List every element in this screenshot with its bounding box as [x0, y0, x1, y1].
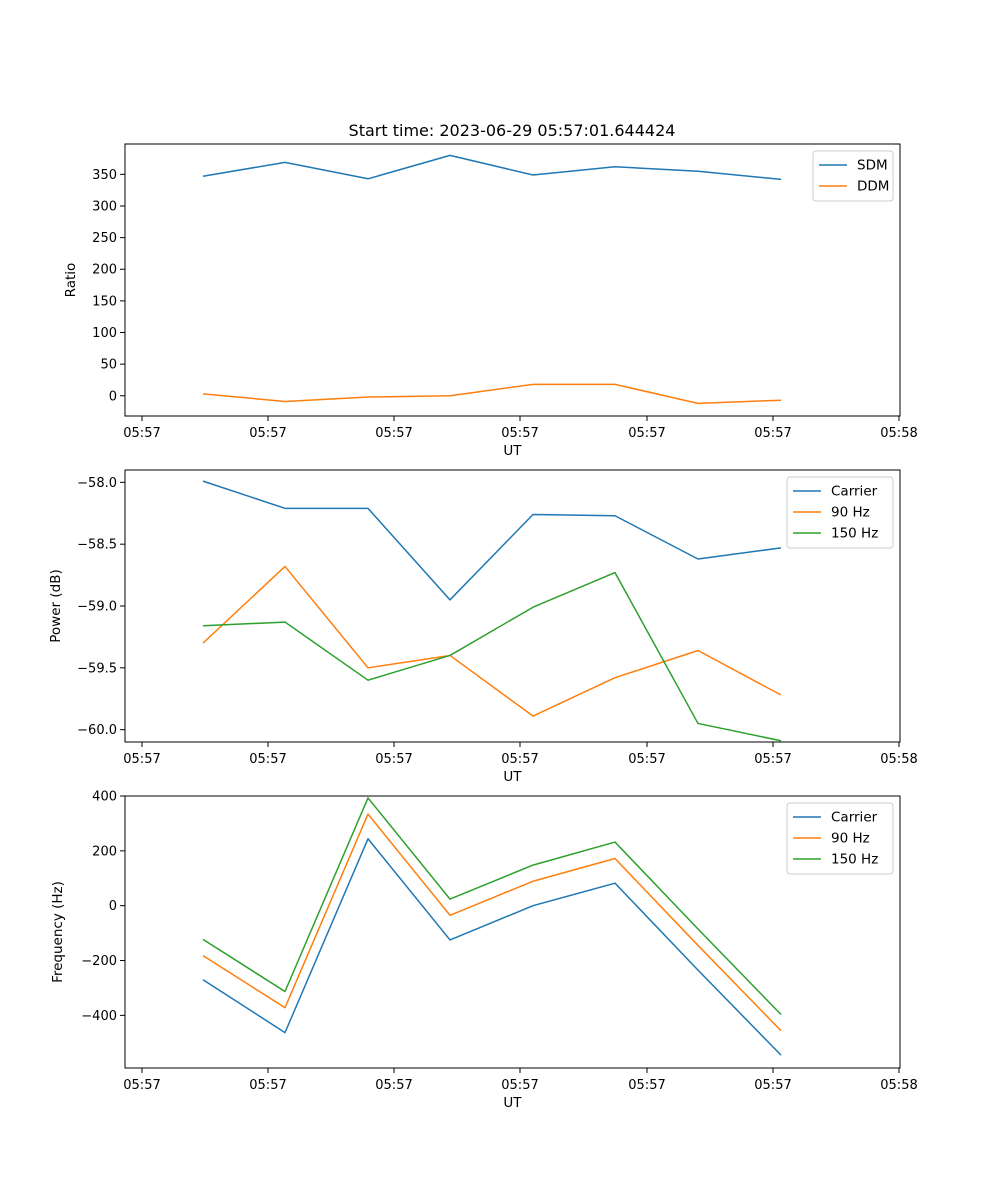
subplot-2: 05:57 05:57 05:57 05:57 05:57 05:57 05:58 −60.0…: [48, 469, 918, 785]
y-axis-label: Power (dB): [48, 569, 64, 642]
x-tick-label: 05:58: [880, 752, 917, 767]
y-tick-label: 0: [109, 389, 117, 404]
y-tick-label: −60.0: [77, 723, 117, 738]
x-axis-label: UT: [503, 769, 522, 785]
y-axis-label: Ratio: [63, 263, 79, 298]
legend-label: 150 Hz: [831, 852, 878, 868]
y-tick-label: 250: [92, 231, 117, 246]
legend: Carrier 90 Hz 150 Hz: [786, 476, 894, 549]
y-tick-label: 350: [92, 168, 117, 183]
x-tick-label: 05:57: [501, 1078, 538, 1093]
y-tick-label: −58.0: [77, 476, 117, 491]
x-tick-label: 05:57: [628, 426, 665, 441]
series-line-sdm: [202, 154, 782, 181]
x-tick-label: 05:57: [375, 426, 412, 441]
series-line-carrier: [202, 838, 782, 1056]
x-tick-label: 05:57: [628, 752, 665, 767]
series-line-90-hz: [202, 565, 782, 717]
series-line-ddm: [202, 383, 782, 405]
legend-box: [812, 150, 894, 202]
x-tick-label: 05:57: [249, 752, 286, 767]
legend-box: [786, 802, 894, 875]
y-tick-label: 200: [92, 263, 117, 278]
x-tick-label: 05:57: [123, 426, 160, 441]
axes-frame: [124, 795, 901, 1069]
x-tick-label: 05:57: [123, 1078, 160, 1093]
x-tick-label: 05:57: [754, 1078, 791, 1093]
x-tick-label: 05:57: [249, 1078, 286, 1093]
y-axis-label: Frequency (Hz): [50, 881, 66, 983]
y-tick-label: −59.5: [77, 661, 117, 676]
legend-label: 150 Hz: [831, 526, 878, 542]
y-tick-label: −58.5: [77, 538, 117, 553]
x-tick-label: 05:57: [628, 1078, 665, 1093]
legend-label: Carrier: [831, 810, 878, 826]
y-tick-label: 300: [92, 199, 117, 214]
legend-label: 90 Hz: [831, 505, 870, 521]
y-tick-label: −59.0: [77, 600, 117, 615]
legend: Carrier 90 Hz 150 Hz: [786, 802, 894, 875]
x-tick-label: 05:57: [501, 426, 538, 441]
x-tick-label: 05:57: [123, 752, 160, 767]
legend: SDM DDM: [812, 150, 894, 202]
figure-title: Start time: 2023-06-29 05:57:01.644424: [349, 121, 676, 140]
y-tick-label: 0: [109, 899, 117, 914]
legend-label: Carrier: [831, 484, 878, 500]
series-line-90-hz: [202, 813, 782, 1032]
x-tick-label: 05:57: [501, 752, 538, 767]
x-tick-label: 05:57: [754, 426, 791, 441]
series-line-150-hz: [202, 571, 782, 742]
x-tick-label: 05:58: [880, 426, 917, 441]
y-tick-label: 400: [92, 790, 117, 805]
x-tick-label: 05:57: [375, 752, 412, 767]
x-tick-label: 05:57: [249, 426, 286, 441]
y-tick-label: −200: [81, 954, 117, 969]
axes-frame: [124, 143, 901, 417]
y-tick-label: 100: [92, 326, 117, 341]
subplot-3: 05:57 05:57 05:57 05:57 05:57 05:57 05:58 −400 −…: [50, 790, 918, 1112]
plots-group: 05:57 05:57 05:57 05:57 05:57 05:57 05:58 0 50 10…: [48, 143, 918, 1112]
subplot-1: 05:57 05:57 05:57 05:57 05:57 05:57 05:58 0 50 10…: [63, 143, 918, 459]
y-tick-label: −400: [81, 1009, 117, 1024]
series-line-150-hz: [202, 797, 782, 1016]
x-tick-label: 05:57: [375, 1078, 412, 1093]
legend-label: DDM: [857, 179, 889, 195]
y-tick-label: 50: [100, 358, 117, 373]
y-tick-label: 150: [92, 294, 117, 309]
x-tick-label: 05:57: [754, 752, 791, 767]
series-line-carrier: [202, 480, 782, 601]
x-tick-label: 05:58: [880, 1078, 917, 1093]
legend-box: [786, 476, 894, 549]
x-axis-label: UT: [503, 1095, 522, 1111]
legend-label: 90 Hz: [831, 831, 870, 847]
y-tick-label: 200: [92, 844, 117, 859]
legend-label: SDM: [857, 158, 888, 174]
x-axis-label: UT: [503, 443, 522, 459]
